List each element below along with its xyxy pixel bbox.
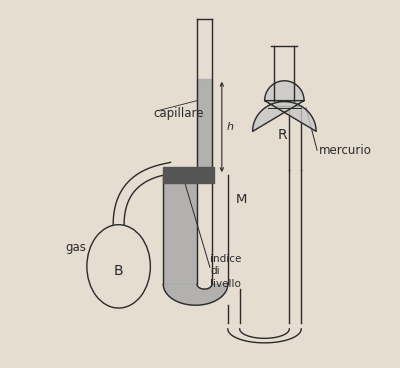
Text: mercurio: mercurio: [319, 144, 372, 157]
Polygon shape: [252, 81, 316, 131]
Text: capillare: capillare: [153, 107, 204, 120]
Text: B: B: [114, 264, 124, 278]
Text: indice
di
livello: indice di livello: [210, 254, 241, 289]
Polygon shape: [163, 284, 228, 305]
Polygon shape: [163, 167, 214, 183]
Polygon shape: [164, 175, 196, 284]
Text: M: M: [236, 193, 247, 206]
Text: R: R: [278, 128, 287, 142]
Text: gas: gas: [66, 241, 86, 254]
Ellipse shape: [88, 226, 149, 307]
Text: h: h: [227, 122, 234, 132]
Polygon shape: [197, 79, 212, 175]
